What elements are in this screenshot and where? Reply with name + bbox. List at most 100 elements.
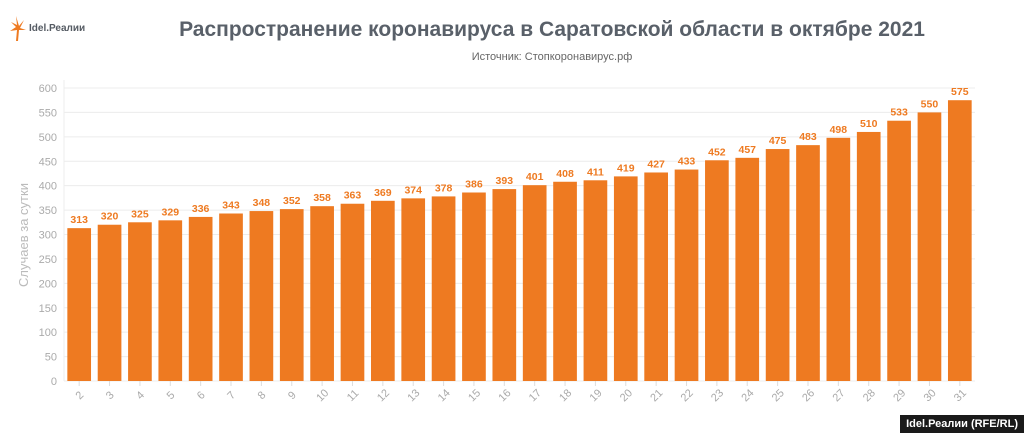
chart-title: Распространение коронавируса в Саратовск…: [179, 18, 925, 41]
data-label: 325: [131, 208, 149, 220]
data-label: 352: [283, 195, 301, 207]
data-label: 329: [162, 206, 180, 218]
bar: [310, 206, 334, 381]
x-tick-label: 27: [830, 387, 847, 404]
y-tick-label: 0: [51, 376, 57, 388]
data-label: 419: [617, 162, 635, 174]
bar: [431, 196, 456, 381]
data-label: 363: [344, 190, 362, 202]
data-label: 320: [101, 211, 119, 223]
data-label: 369: [374, 187, 392, 199]
bar: [67, 228, 92, 381]
data-label: 401: [526, 171, 544, 183]
x-tick-label: 6: [195, 389, 208, 402]
bar: [492, 189, 517, 381]
x-tick-label: 30: [922, 387, 939, 404]
x-tick-label: 10: [314, 387, 331, 404]
x-tick-label: 29: [891, 387, 908, 404]
bar: [796, 145, 820, 381]
bar: [613, 176, 638, 381]
data-label: 575: [951, 86, 969, 98]
data-label: 452: [708, 146, 726, 158]
data-label: 378: [435, 182, 453, 194]
data-label: 393: [496, 175, 514, 187]
logo: Idel.Реалии: [10, 14, 85, 42]
bar: [188, 216, 213, 381]
y-tick-label: 350: [39, 205, 57, 217]
data-label: 475: [769, 135, 787, 147]
y-tick-label: 100: [39, 327, 57, 339]
x-tick-label: 2: [73, 389, 86, 402]
y-tick-label: 300: [39, 230, 57, 242]
data-label: 358: [313, 192, 331, 204]
bar: [765, 149, 790, 381]
bar: [158, 220, 183, 381]
y-tick-label: 250: [39, 254, 57, 266]
x-tick-label: 12: [375, 387, 392, 404]
data-label: 408: [556, 168, 574, 180]
bar: [947, 100, 972, 381]
bar: [583, 180, 608, 381]
data-label: 457: [738, 144, 756, 156]
logo-text: Idel.Реалии: [29, 22, 86, 34]
bar: [826, 137, 851, 381]
x-tick-label: 3: [104, 389, 117, 402]
y-tick-label: 600: [39, 83, 57, 95]
x-tick-label: 23: [709, 387, 726, 404]
data-label: 313: [70, 214, 88, 226]
x-tick-label: 15: [466, 387, 483, 404]
bar: [340, 203, 365, 381]
data-label: 433: [678, 156, 696, 168]
x-tick-label: 18: [557, 387, 574, 404]
bar: [674, 169, 699, 381]
y-tick-label: 400: [39, 181, 57, 193]
bar: [917, 112, 942, 382]
data-label: 336: [192, 203, 210, 215]
x-tick-label: 22: [679, 387, 696, 404]
x-tick-label: 8: [256, 389, 269, 402]
x-tick-label: 5: [165, 389, 178, 402]
bar: [371, 200, 395, 381]
data-label: 348: [253, 197, 271, 209]
bar: [97, 224, 122, 381]
credit: Idel.Реалии (RFE/RL): [900, 415, 1024, 433]
x-tick-label: 11: [345, 387, 362, 404]
x-tick-label: 13: [405, 387, 422, 404]
bar: [735, 157, 760, 381]
x-tick-label: 20: [618, 387, 635, 404]
x-tick-label: 28: [861, 387, 878, 404]
bar: [887, 120, 911, 382]
data-label: 483: [799, 131, 817, 143]
data-label: 411: [587, 166, 604, 178]
x-tick-label: 25: [770, 387, 787, 404]
data-label: 386: [465, 179, 483, 191]
bar: [219, 213, 243, 381]
bar: [462, 192, 486, 381]
y-tick-label: 500: [39, 132, 57, 144]
x-tick-label: 9: [286, 389, 299, 402]
bar: [705, 160, 729, 381]
x-tick-label: 14: [436, 387, 453, 404]
x-tick-label: 4: [134, 389, 147, 402]
data-label: 343: [222, 200, 240, 212]
data-label: 374: [404, 184, 422, 196]
x-tick-label: 19: [588, 387, 605, 404]
chart-subtitle: Источник: Стопкоронавирус.рф: [471, 51, 633, 63]
data-label: 510: [860, 118, 878, 130]
data-label: 498: [830, 124, 848, 136]
data-label: 550: [921, 98, 939, 110]
y-axis-label: Случаев за сутки: [16, 183, 31, 287]
y-tick-label: 150: [39, 303, 57, 315]
x-tick-label: 31: [952, 387, 969, 404]
data-label: 427: [647, 158, 665, 170]
x-tick-label: 24: [739, 387, 756, 404]
bar: [279, 209, 304, 381]
x-tick-label: 17: [527, 387, 544, 404]
y-tick-label: 200: [39, 278, 57, 290]
x-tick-label: 26: [800, 387, 817, 404]
bar: [856, 131, 881, 381]
x-tick-label: 16: [496, 387, 513, 404]
x-tick-label: 7: [225, 389, 238, 402]
bar: [401, 198, 426, 381]
